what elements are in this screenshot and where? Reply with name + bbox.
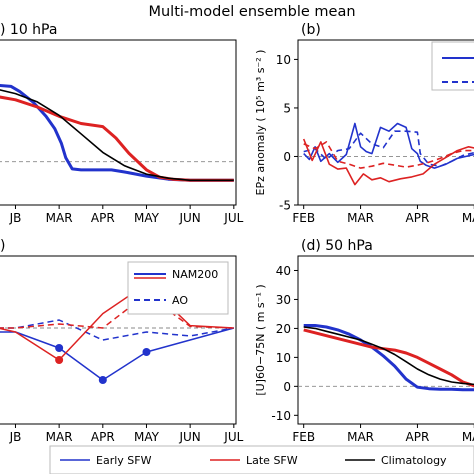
x-tick-label: APR [406, 211, 430, 225]
legend-label: Climatology [381, 454, 447, 467]
x-tick-label: MAR [46, 211, 73, 225]
x-tick-label: MAR [46, 430, 73, 444]
panel-a-frame [0, 39, 237, 206]
figure-title: Multi-model ensemble mean [148, 4, 355, 20]
x-tick-label: JUN [178, 211, 200, 225]
y-axis-label: [U]60−75N ( m s⁻¹ ) [254, 284, 267, 395]
data-point [55, 356, 64, 364]
panel-b-frame [297, 39, 474, 206]
series-line-late_ao [0, 293, 234, 329]
series-line-late_ao [303, 141, 474, 169]
y-tick-label: -5 [279, 199, 291, 213]
y-tick-label: 30 [276, 293, 291, 307]
panel-c: JB MAR APR MAY JUN JUL) NAM200 AO [0, 238, 244, 444]
x-tick-label: MAY [462, 211, 474, 225]
data-point [98, 376, 107, 384]
series-line-late [303, 328, 474, 388]
x-tick-label: FEB [292, 430, 315, 444]
panel-b-label: (b) [301, 22, 321, 38]
panel-c-legend: NAM200 AO [127, 261, 229, 315]
x-tick-label: MAY [134, 430, 160, 444]
x-tick-label: JB [9, 211, 22, 225]
y-tick-label: 40 [276, 264, 291, 278]
y-tick-label: 10 [276, 351, 291, 365]
x-tick-label: MAR [347, 430, 374, 444]
y-axis-label: EPz anomaly ( 10⁵ m³ s⁻² ) [254, 50, 267, 196]
x-tick-label: MAY [134, 211, 160, 225]
series-line-early_nam [0, 327, 234, 381]
legend-label: Early SFW [96, 454, 152, 467]
x-tick-label: JB [9, 430, 22, 444]
panel-d-frame [297, 255, 474, 425]
series-line-early [0, 84, 234, 182]
x-tick-label: MAR [347, 211, 374, 225]
panel-d-label: (d) 50 hPa [301, 238, 373, 254]
x-tick-label: JUL [223, 211, 243, 225]
series-line-clim [0, 89, 234, 182]
series-line-early [303, 324, 474, 392]
series-line-early_ao [303, 130, 474, 167]
panel-b-legend [431, 41, 474, 91]
series-line-late_nam [302, 138, 474, 186]
x-tick-label: JUL [223, 430, 243, 444]
data-point [55, 344, 64, 352]
y-tick-label: 10 [276, 53, 291, 67]
panel-b: FEB MAR APR MAY -5 0 5 10 (b) EPz anomaly ( 10⁵ m… [254, 22, 474, 225]
panel-d: FEB MAR APR MAY -10 0 10 20 30 40 (d) 50 hPa [U]60−… [254, 238, 474, 444]
legend-label: NAM200 [172, 268, 218, 281]
bottom-legend-frame [49, 445, 474, 474]
panel-a: JB MAR APR MAY JUN JUL ) 10 hPa [0, 22, 244, 225]
legend-label: AO [172, 294, 188, 307]
bottom-legend: Early SFW Late SFW Climatology [49, 445, 474, 474]
y-tick-label: 0 [283, 150, 291, 164]
panel-c-legend-frame [127, 261, 229, 315]
legend-label: Late SFW [246, 454, 298, 467]
y-tick-label: 20 [276, 322, 291, 336]
x-tick-label: FEB [292, 211, 315, 225]
y-tick-label: -10 [271, 409, 291, 423]
x-tick-label: APR [406, 430, 430, 444]
x-tick-label: APR [91, 211, 115, 225]
x-tick-label: MAY [462, 430, 474, 444]
y-tick-label: 5 [283, 101, 291, 115]
x-tick-label: APR [91, 430, 115, 444]
y-tick-label: 0 [283, 380, 291, 394]
data-point [142, 348, 151, 356]
series-line-late [0, 95, 234, 182]
panel-c-frame [0, 255, 237, 425]
series-line-clim [303, 326, 474, 386]
x-tick-label: JUN [178, 430, 200, 444]
panel-a-label: ) 10 hPa [0, 22, 57, 38]
panel-c-label: ) [0, 238, 5, 254]
